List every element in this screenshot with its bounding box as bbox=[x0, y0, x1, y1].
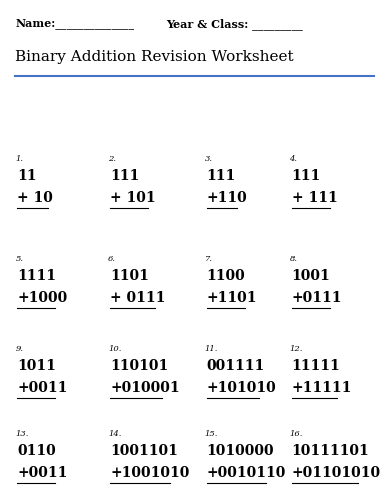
Text: 111: 111 bbox=[110, 169, 139, 183]
Text: + 10: + 10 bbox=[17, 191, 53, 205]
Text: 110101: 110101 bbox=[110, 359, 168, 373]
Text: 10111101: 10111101 bbox=[291, 444, 369, 458]
Text: 11111: 11111 bbox=[291, 359, 340, 373]
Text: +0111: +0111 bbox=[291, 291, 342, 305]
Text: 3.: 3. bbox=[205, 155, 213, 163]
Text: 111: 111 bbox=[207, 169, 236, 183]
Text: 4.: 4. bbox=[290, 155, 298, 163]
Text: + 0111: + 0111 bbox=[110, 291, 166, 305]
Text: 12.: 12. bbox=[290, 345, 303, 353]
Text: 1001101: 1001101 bbox=[110, 444, 178, 458]
Text: 001111: 001111 bbox=[207, 359, 265, 373]
Text: Year & Class: _________: Year & Class: _________ bbox=[166, 18, 303, 30]
Text: 1010000: 1010000 bbox=[207, 444, 274, 458]
Text: +1001010: +1001010 bbox=[110, 466, 190, 480]
Text: +0011: +0011 bbox=[17, 466, 68, 480]
Text: +010001: +010001 bbox=[110, 381, 180, 395]
Text: +1101: +1101 bbox=[207, 291, 257, 305]
Text: 111: 111 bbox=[291, 169, 321, 183]
Text: +11111: +11111 bbox=[291, 381, 352, 395]
Text: 1001: 1001 bbox=[291, 269, 330, 283]
Text: 7.: 7. bbox=[205, 255, 213, 263]
Text: 2.: 2. bbox=[108, 155, 116, 163]
Text: 11.: 11. bbox=[205, 345, 218, 353]
Text: 16.: 16. bbox=[290, 430, 303, 438]
Text: 11: 11 bbox=[17, 169, 37, 183]
Text: +110: +110 bbox=[207, 191, 247, 205]
Text: 1011: 1011 bbox=[17, 359, 56, 373]
Text: 1100: 1100 bbox=[207, 269, 245, 283]
Text: +0010110: +0010110 bbox=[207, 466, 286, 480]
Text: 1.: 1. bbox=[15, 155, 24, 163]
Text: 6.: 6. bbox=[108, 255, 116, 263]
Text: 14.: 14. bbox=[108, 430, 122, 438]
Text: + 101: + 101 bbox=[110, 191, 156, 205]
Text: 13.: 13. bbox=[15, 430, 29, 438]
Text: 0110: 0110 bbox=[17, 444, 56, 458]
Text: Name:______________: Name:______________ bbox=[15, 18, 134, 29]
Text: +01101010: +01101010 bbox=[291, 466, 381, 480]
Text: 9.: 9. bbox=[15, 345, 24, 353]
Text: + 111: + 111 bbox=[291, 191, 337, 205]
Text: +0011: +0011 bbox=[17, 381, 68, 395]
Text: 15.: 15. bbox=[205, 430, 218, 438]
Text: 10.: 10. bbox=[108, 345, 122, 353]
Text: +1000: +1000 bbox=[17, 291, 68, 305]
Text: 1111: 1111 bbox=[17, 269, 56, 283]
Text: 5.: 5. bbox=[15, 255, 24, 263]
Text: 8.: 8. bbox=[290, 255, 298, 263]
Text: +101010: +101010 bbox=[207, 381, 276, 395]
Text: 1101: 1101 bbox=[110, 269, 149, 283]
Text: Binary Addition Revision Worksheet: Binary Addition Revision Worksheet bbox=[15, 50, 294, 64]
